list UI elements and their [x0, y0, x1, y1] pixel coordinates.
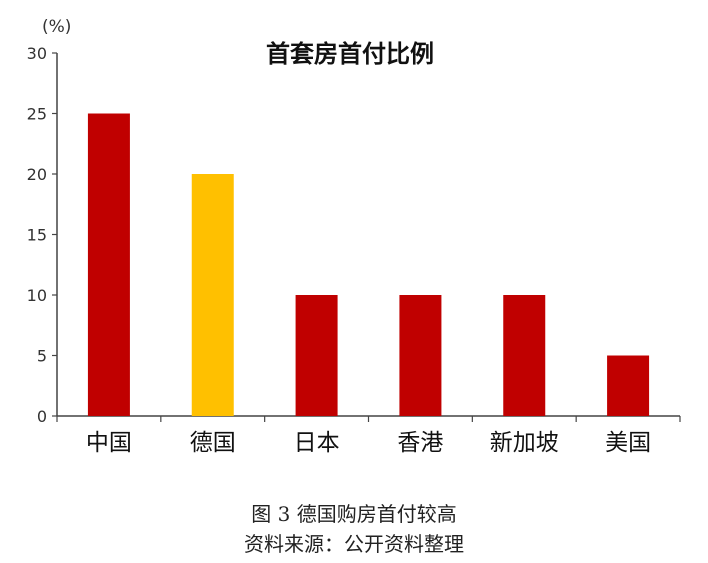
x-tick-label: 日本 [294, 430, 340, 456]
x-tick-label: 德国 [190, 430, 236, 456]
source-note: 资料来源：公开资料整理 [244, 532, 464, 556]
chart-title: 首套房首付比例 [266, 40, 434, 68]
bar-6 [607, 355, 650, 416]
bar-chart: 首套房首付比例 (%) 0 5 10 15 20 25 30 中国 德国 日本 香港 新加坡 美国 [27, 17, 681, 456]
x-tick-label: 美国 [605, 430, 651, 456]
bar-3 [295, 295, 338, 416]
y-tick-label: 0 [37, 407, 47, 426]
plot-area: 0 5 10 15 20 25 30 中国 德国 日本 香港 新加坡 美国 [27, 44, 681, 456]
bar-4 [399, 295, 442, 416]
figure-caption: 图 3 德国购房首付较高 [251, 502, 457, 526]
y-tick-label: 30 [27, 44, 47, 63]
bar-1 [87, 113, 130, 416]
y-axis-unit-label: (%) [42, 17, 71, 37]
x-tick-label: 中国 [86, 430, 132, 456]
y-tick-label: 15 [27, 226, 47, 245]
y-tick-label: 20 [27, 165, 47, 184]
bar-2 [191, 174, 234, 416]
y-tick-label: 25 [27, 105, 47, 124]
bar-5 [503, 295, 546, 416]
x-tick-label: 新加坡 [490, 430, 559, 456]
y-tick-label: 5 [37, 347, 47, 366]
x-tick-label: 香港 [397, 430, 443, 456]
y-tick-label: 10 [27, 286, 47, 305]
